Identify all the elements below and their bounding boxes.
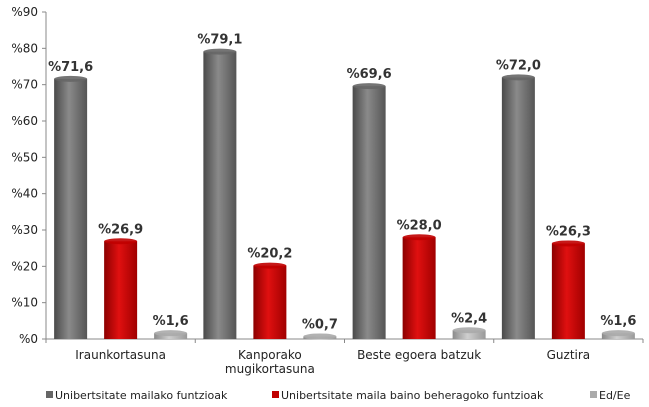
y-tick-label: %50 <box>11 150 38 164</box>
bar-3 <box>452 330 486 339</box>
data-label: %1,6 <box>153 314 189 329</box>
axes: %0 %10 %20 %30 %40 %50 %60 %70 %80 %90 Iraunkortas… <box>11 5 644 376</box>
data-label: %71,6 <box>48 60 93 75</box>
bar-cap <box>203 48 237 55</box>
legend: Unibertsitate mailako funtzioak Unibertsi… <box>46 389 631 402</box>
bar-1 <box>203 51 237 339</box>
y-tick-label: %60 <box>11 114 38 128</box>
y-tick-label: %0 <box>19 332 38 346</box>
bar-cap <box>501 74 535 81</box>
y-tick-label: %90 <box>11 5 38 19</box>
category-label-line: Guztira <box>547 348 591 362</box>
bar-2 <box>402 237 436 339</box>
bar-cap <box>551 240 585 247</box>
y-tick-label: %10 <box>11 296 38 310</box>
category-label: Kanporako mugikortasuna <box>225 348 315 376</box>
category-label-line: Iraunkortasuna <box>75 348 166 362</box>
data-label: %26,3 <box>546 224 591 239</box>
legend-entry: Ed/Ee <box>599 389 631 402</box>
bar-1 <box>54 78 88 339</box>
bar-1 <box>352 86 386 340</box>
category-label: Guztira <box>547 348 591 362</box>
data-label: %79,1 <box>197 33 242 48</box>
category-label: Beste egoera batzuk <box>357 348 481 362</box>
category-label-line: Beste egoera batzuk <box>357 348 481 362</box>
legend-entry: Unibertsitate mailako funtzioak <box>55 389 228 402</box>
data-label: %28,0 <box>397 218 442 233</box>
bar-cap <box>402 234 436 241</box>
category-label-line: Kanporako <box>238 348 302 362</box>
data-label: %69,6 <box>347 67 392 82</box>
bar-cap <box>253 262 287 269</box>
data-label: %1,6 <box>600 314 636 329</box>
category-label-line: mugikortasuna <box>225 362 315 376</box>
bar-cap <box>104 238 138 245</box>
legend-swatch <box>590 391 597 398</box>
data-label: %20,2 <box>247 247 292 262</box>
bar-cap <box>303 333 337 340</box>
y-tick-label: %80 <box>11 41 38 55</box>
legend-swatch <box>272 391 279 398</box>
legend-swatch <box>46 391 53 398</box>
y-tick-label: %30 <box>11 223 38 237</box>
y-tick-label: %20 <box>11 259 38 273</box>
legend-entry: Unibertsitate maila baino beheragoko fun… <box>281 389 544 402</box>
category-label: Iraunkortasuna <box>75 348 166 362</box>
data-label: %72,0 <box>496 58 541 73</box>
bars <box>54 48 635 340</box>
y-tick-label: %40 <box>11 187 38 201</box>
data-label: %0,7 <box>302 317 338 332</box>
bar-cap <box>154 330 188 337</box>
y-tick-label: %70 <box>11 78 38 92</box>
bar-2 <box>104 241 138 339</box>
bar-cap <box>452 327 486 334</box>
data-label: %26,9 <box>98 222 143 237</box>
bar-2 <box>551 243 585 339</box>
bar-1 <box>501 77 535 340</box>
bar-cap <box>352 83 386 90</box>
bar-2 <box>253 265 287 339</box>
bar-cap <box>54 75 88 82</box>
bar-cap <box>601 330 635 337</box>
data-label: %2,4 <box>451 311 487 326</box>
data-labels: %71,6 %79,1 %69,6 %72,0 %26,9 %20,2 %28,0 %26,3… <box>48 33 636 333</box>
